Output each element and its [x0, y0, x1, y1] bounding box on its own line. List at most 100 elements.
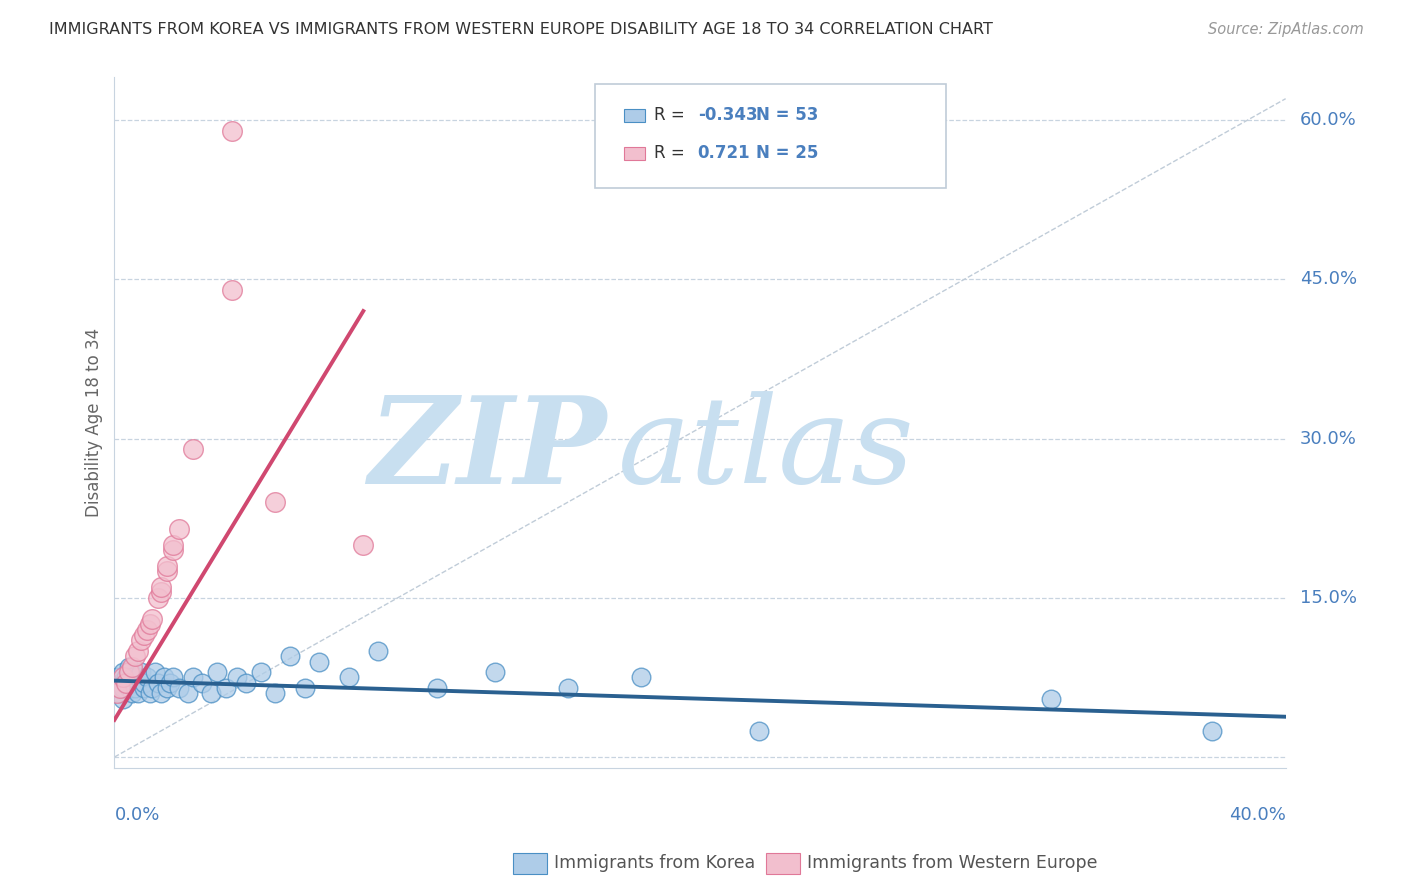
- Point: [221, 283, 243, 297]
- Point: [118, 681, 141, 695]
- Point: [153, 670, 176, 684]
- Text: 40.0%: 40.0%: [1229, 805, 1285, 823]
- Text: -0.343: -0.343: [697, 106, 758, 124]
- Point: [278, 649, 301, 664]
- Point: [148, 675, 170, 690]
- Point: [129, 633, 152, 648]
- Point: [141, 612, 163, 626]
- Point: [141, 681, 163, 695]
- Point: [121, 660, 143, 674]
- Point: [110, 681, 132, 695]
- Point: [167, 681, 190, 695]
- Point: [115, 675, 138, 690]
- Point: [150, 585, 173, 599]
- Text: N = 53: N = 53: [756, 106, 818, 124]
- Point: [124, 681, 146, 695]
- Point: [110, 686, 132, 700]
- Point: [112, 691, 135, 706]
- Point: [124, 675, 146, 690]
- Point: [250, 665, 273, 680]
- Point: [135, 670, 157, 684]
- Point: [221, 123, 243, 137]
- Text: Source: ZipAtlas.com: Source: ZipAtlas.com: [1208, 22, 1364, 37]
- Point: [484, 665, 506, 680]
- Point: [110, 675, 132, 690]
- Point: [115, 670, 138, 684]
- Point: [159, 675, 181, 690]
- Point: [127, 670, 149, 684]
- Point: [124, 649, 146, 664]
- Text: IMMIGRANTS FROM KOREA VS IMMIGRANTS FROM WESTERN EUROPE DISABILITY AGE 18 TO 34 : IMMIGRANTS FROM KOREA VS IMMIGRANTS FROM…: [49, 22, 993, 37]
- Point: [162, 538, 184, 552]
- Text: R =: R =: [654, 145, 690, 162]
- Text: ZIP: ZIP: [368, 391, 606, 509]
- Text: 15.0%: 15.0%: [1299, 589, 1357, 607]
- Text: R =: R =: [654, 106, 690, 124]
- Point: [121, 670, 143, 684]
- Point: [127, 644, 149, 658]
- Point: [352, 538, 374, 552]
- Point: [264, 495, 287, 509]
- Y-axis label: Disability Age 18 to 34: Disability Age 18 to 34: [86, 328, 103, 517]
- Point: [150, 686, 173, 700]
- Point: [264, 686, 287, 700]
- Point: [150, 580, 173, 594]
- Point: [132, 628, 155, 642]
- Point: [112, 681, 135, 695]
- Point: [118, 660, 141, 674]
- Point: [226, 670, 249, 684]
- Text: N = 25: N = 25: [756, 145, 818, 162]
- FancyBboxPatch shape: [624, 109, 645, 121]
- Point: [132, 681, 155, 695]
- Point: [200, 686, 222, 700]
- Point: [112, 665, 135, 680]
- Point: [105, 681, 128, 695]
- Point: [115, 675, 138, 690]
- Point: [294, 681, 316, 695]
- Point: [156, 564, 179, 578]
- Point: [748, 723, 770, 738]
- Point: [118, 665, 141, 680]
- Text: atlas: atlas: [619, 392, 915, 508]
- Point: [235, 675, 257, 690]
- Point: [156, 558, 179, 573]
- Point: [191, 675, 214, 690]
- FancyBboxPatch shape: [595, 85, 946, 188]
- Point: [367, 644, 389, 658]
- Point: [630, 670, 652, 684]
- Text: 0.721: 0.721: [697, 145, 751, 162]
- Text: 60.0%: 60.0%: [1299, 111, 1357, 129]
- Point: [112, 670, 135, 684]
- Point: [557, 681, 579, 695]
- Point: [308, 655, 330, 669]
- Point: [138, 617, 160, 632]
- Point: [105, 670, 128, 684]
- Text: 45.0%: 45.0%: [1299, 270, 1357, 288]
- Text: Immigrants from Korea: Immigrants from Korea: [554, 855, 755, 872]
- Point: [156, 681, 179, 695]
- Point: [129, 665, 152, 680]
- Point: [121, 686, 143, 700]
- Point: [183, 442, 205, 456]
- Point: [148, 591, 170, 605]
- Point: [167, 522, 190, 536]
- Text: Immigrants from Western Europe: Immigrants from Western Europe: [807, 855, 1098, 872]
- Point: [183, 670, 205, 684]
- Text: 30.0%: 30.0%: [1299, 430, 1357, 448]
- Point: [127, 686, 149, 700]
- Point: [162, 670, 184, 684]
- Point: [205, 665, 228, 680]
- Point: [176, 686, 198, 700]
- Point: [425, 681, 447, 695]
- Text: 0.0%: 0.0%: [114, 805, 160, 823]
- FancyBboxPatch shape: [624, 147, 645, 160]
- Point: [1040, 691, 1063, 706]
- Point: [215, 681, 238, 695]
- Point: [105, 686, 128, 700]
- Point: [138, 686, 160, 700]
- Point: [337, 670, 360, 684]
- Point: [162, 543, 184, 558]
- Point: [1201, 723, 1223, 738]
- Point: [135, 623, 157, 637]
- Point: [132, 675, 155, 690]
